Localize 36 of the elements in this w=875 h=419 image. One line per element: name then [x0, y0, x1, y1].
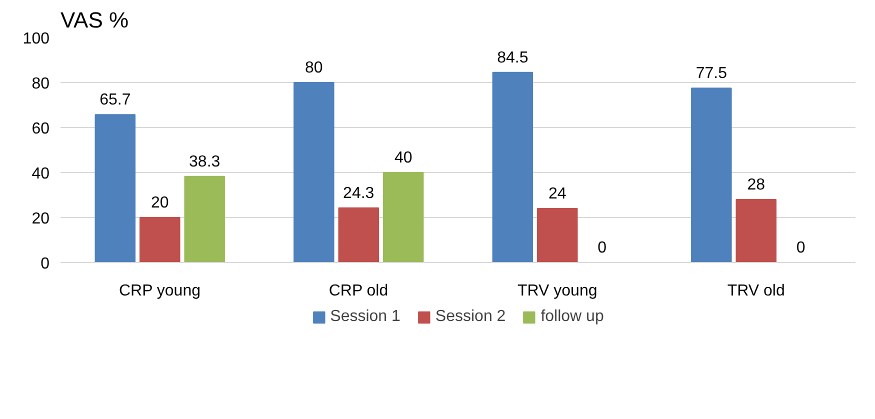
y-tick-label: 20: [32, 210, 50, 228]
data-label: 24: [548, 186, 566, 202]
y-tick-label: 0: [40, 256, 50, 272]
data-label: 40: [394, 150, 412, 166]
y-tick-label: 40: [32, 166, 50, 182]
data-label: 65.7: [100, 92, 131, 109]
legend-label: Session 1: [330, 308, 400, 326]
data-label: 28: [747, 176, 766, 194]
x-tick-label: CRP young: [118, 282, 200, 300]
y-tick-label: 80: [32, 76, 50, 92]
data-label: 80: [305, 60, 323, 76]
legend-label: follow up: [540, 308, 604, 326]
bar: [294, 82, 334, 262]
bar: [736, 199, 776, 262]
bar: [184, 176, 225, 262]
x-tick-label: TRV old: [727, 282, 785, 300]
bar: [382, 172, 424, 262]
bar: [691, 88, 732, 262]
bar: [94, 114, 136, 262]
data-label: 0: [598, 240, 607, 256]
bar: [140, 217, 180, 262]
data-label: 24.3: [343, 184, 374, 202]
data-label: 38.3: [189, 153, 220, 170]
x-tick-label: TRV young: [518, 282, 598, 300]
data-label: 20: [150, 194, 169, 212]
y-tick-label: 100: [22, 30, 50, 48]
legend-label: Session 2: [435, 308, 506, 326]
bar: [492, 72, 534, 262]
bar: [537, 208, 578, 262]
data-label: 84.5: [497, 49, 528, 66]
data-label: 0: [796, 240, 806, 256]
y-tick-label: 60: [32, 120, 50, 138]
chart-title: VAS %: [60, 8, 129, 32]
bar: [338, 207, 379, 262]
x-tick-label: CRP old: [328, 282, 388, 300]
data-label: 77.5: [696, 65, 728, 82]
